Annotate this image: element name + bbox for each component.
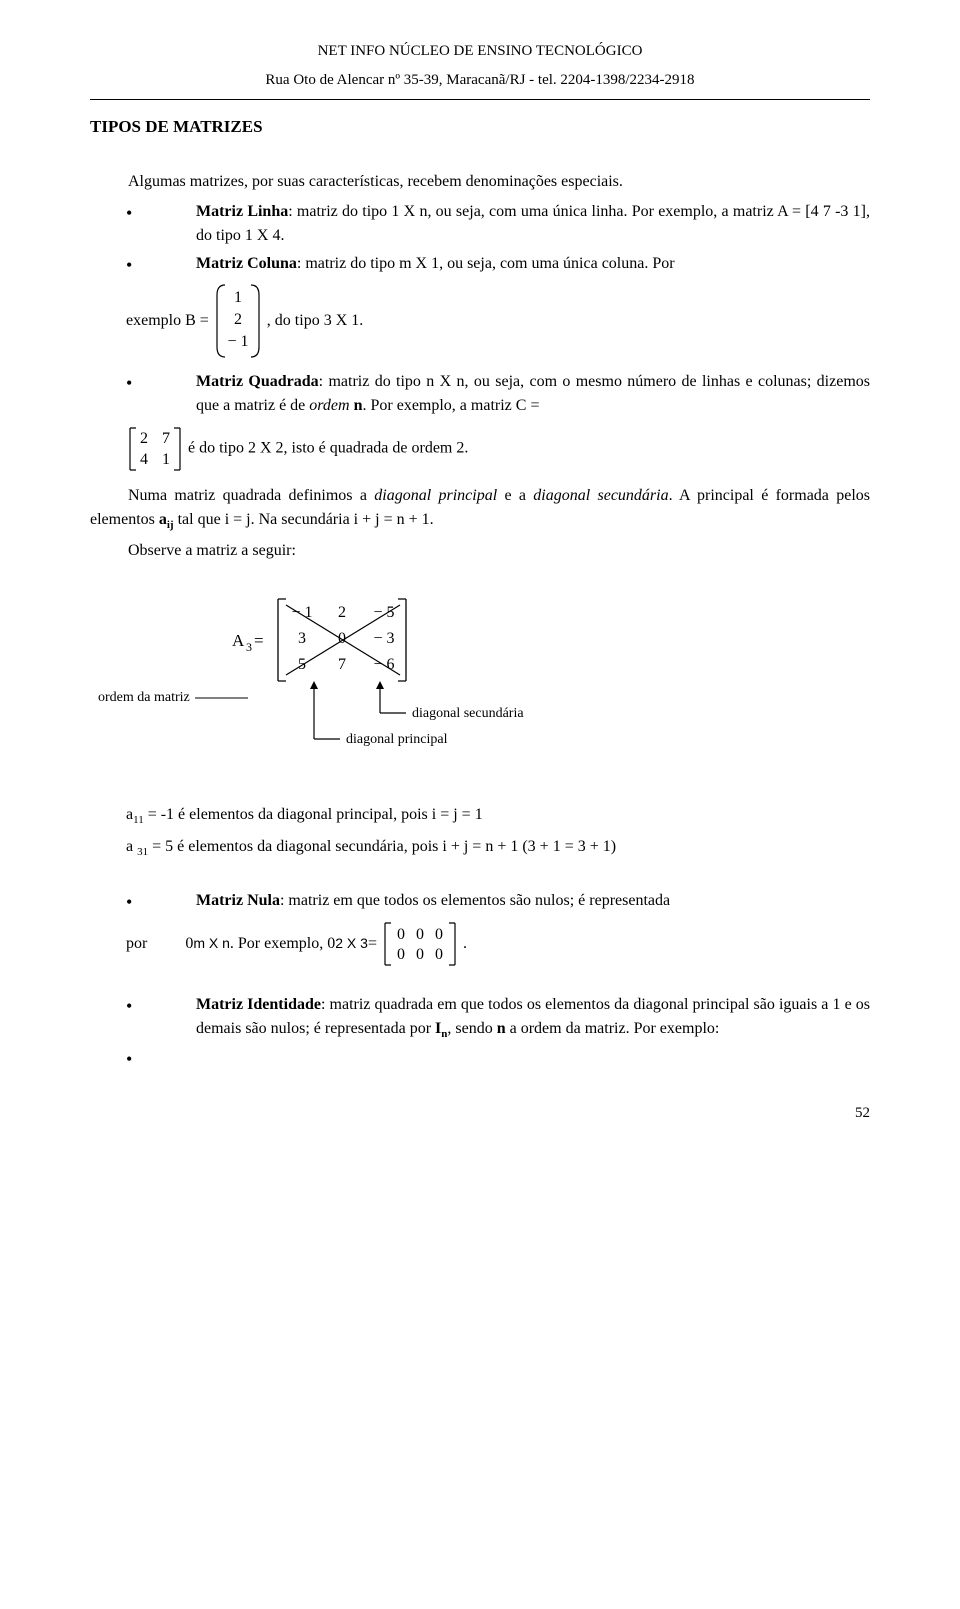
n11: 0 (416, 946, 424, 963)
intro-paragraph: Algumas matrizes, por suas característic… (90, 170, 870, 194)
diag-ij: ij (167, 519, 174, 531)
label-matriz-identidade: Matriz Identidade (196, 996, 321, 1013)
dp-label: diagonal principal (346, 732, 448, 747)
m01: 2 (338, 604, 346, 621)
n02: 0 (435, 926, 443, 943)
matrix-c-row: 2 7 4 1 é do tipo 2 X 2, isto é quadrada… (126, 424, 870, 474)
ds-label: diagonal secundária (412, 706, 524, 721)
n10: 0 (397, 946, 405, 963)
a3-eq: = (254, 631, 264, 650)
diag-t1: Numa matriz quadrada definimos a (128, 487, 374, 504)
m10: 3 (298, 630, 306, 647)
id-tail: sendo (451, 1020, 496, 1037)
text-matriz-quadrada-2: . Por exemplo, a matriz C = (362, 397, 539, 414)
text-matriz-c-tail: é do tipo 2 X 2, isto é quadrada de orde… (188, 439, 468, 456)
exemplo-b-label: exemplo B = (126, 309, 209, 333)
label-matriz-quadrada: Matriz Quadrada (196, 373, 319, 390)
a11-rest: = -1 é elementos da diagonal principal, … (144, 806, 483, 823)
b-r1: 1 (234, 289, 242, 306)
bullet-matriz-coluna: Matriz Coluna: matriz do tipo m X 1, ou … (126, 252, 870, 276)
n12: 0 (435, 946, 443, 963)
exemplo-b-tail: , do tipo 3 X 1. (267, 309, 363, 333)
header-line-1: NET INFO NÚCLEO DE ENSINO TECNOLÓGICO (90, 40, 870, 63)
c-10: 4 (140, 451, 148, 468)
section-title: TIPOS DE MATRIZES (90, 114, 870, 140)
m21: 7 (338, 656, 346, 673)
b-r2: 2 (234, 311, 242, 328)
bullet-matriz-nula: Matriz Nula: matriz em que todos os elem… (126, 889, 870, 913)
c-01: 7 (162, 430, 170, 447)
a31-sub: 31 (137, 846, 148, 858)
nula-por: por (126, 932, 147, 956)
diag-aij: a (159, 511, 167, 528)
text-ordem: ordem (309, 397, 353, 414)
diag-t2: e a (497, 487, 533, 504)
nula-0: 0 (185, 932, 193, 956)
nula-mid: . Por exemplo, 0 (230, 932, 335, 956)
nula-row: por 0 m X n . Por exemplo, 0 2 X 3 = 0 0… (126, 919, 870, 969)
a31-line: a 31 = 5 é elementos da diagonal secundá… (126, 835, 870, 861)
a3-diagram: ordem da matriz A 3 = − 1 2 − 5 3 0 − 3 … (90, 581, 870, 789)
para-diagonal: Numa matriz quadrada definimos a diagona… (90, 484, 870, 534)
diag-dp: diagonal principal (374, 487, 497, 504)
id-nn: n (497, 1020, 506, 1037)
n01: 0 (416, 926, 424, 943)
matrix-b-icon: 1 2 − 1 (215, 282, 261, 360)
a3-sub: 3 (246, 640, 252, 654)
id-tail2: a ordem da matriz. Por exemplo: (506, 1020, 720, 1037)
id-n: n (441, 1028, 447, 1040)
a31-rest: = 5 é elementos da diagonal secundária, … (148, 838, 616, 855)
m12: − 3 (373, 630, 394, 647)
text-matriz-coluna: : matriz do tipo m X 1, ou seja, com uma… (297, 255, 675, 272)
matrix-nula-icon: 0 0 0 0 0 0 (381, 919, 459, 969)
page-number: 52 (90, 1102, 870, 1125)
b-r3: − 1 (227, 333, 248, 350)
header-line-2: Rua Oto de Alencar nº 35-39, Maracanã/RJ… (90, 69, 870, 92)
a11-sub: 11 (133, 814, 144, 826)
c-00: 2 (140, 430, 148, 447)
ordem-label: ordem da matriz (98, 690, 190, 705)
text-matriz-nula: : matriz em que todos os elementos são n… (280, 892, 670, 909)
nula-mxn: m X n (193, 933, 230, 954)
observe-line: Observe a matriz a seguir: (90, 539, 870, 563)
a11-line: a11 = -1 é elementos da diagonal princip… (126, 803, 870, 829)
a3-label: A (232, 631, 245, 650)
header-rule (90, 99, 870, 100)
label-matriz-coluna: Matriz Coluna (196, 255, 297, 272)
a3-svg: ordem da matriz A 3 = − 1 2 − 5 3 0 − 3 … (90, 581, 610, 781)
diag-ds: diagonal secundária (533, 487, 668, 504)
c-11: 1 (162, 451, 170, 468)
matrix-c-icon: 2 7 4 1 (126, 424, 184, 474)
n00: 0 (397, 926, 405, 943)
nula-eq: = (368, 932, 377, 956)
bullet-matriz-identidade: Matriz Identidade: matriz quadrada em qu… (126, 993, 870, 1043)
nula-2x3: 2 X 3 (335, 933, 368, 954)
m00: − 1 (291, 604, 312, 621)
label-matriz-linha: Matriz Linha (196, 203, 288, 220)
diag-t3b: tal que i = j. Na secundária i + j = n +… (174, 511, 434, 528)
nula-period: . (463, 932, 467, 956)
text-matriz-linha: : matriz do tipo 1 X n, ou seja, com uma… (196, 203, 870, 244)
matrix-b-row: exemplo B = 1 2 − 1 , do tipo 3 X 1. (126, 282, 870, 360)
a31-a: a (126, 838, 137, 855)
bullet-matriz-linha: Matriz Linha: matriz do tipo 1 X n, ou s… (126, 200, 870, 248)
label-matriz-nula: Matriz Nula (196, 892, 280, 909)
bullet-matriz-quadrada: Matriz Quadrada: matriz do tipo n X n, o… (126, 370, 870, 418)
m02: − 5 (373, 604, 394, 621)
